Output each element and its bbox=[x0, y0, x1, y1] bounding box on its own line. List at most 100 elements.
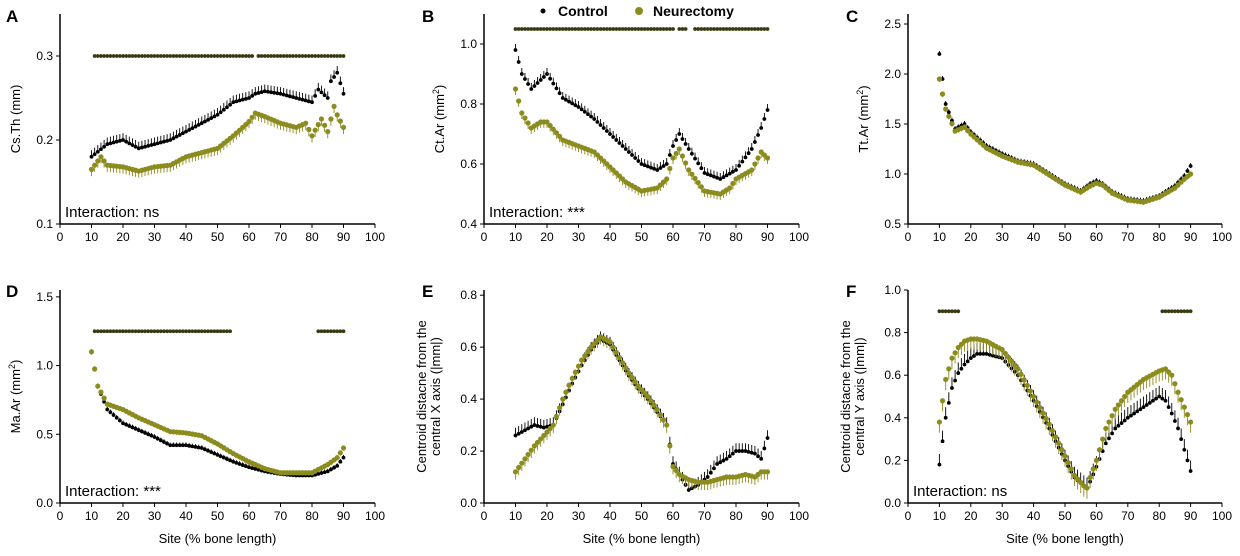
data-point bbox=[1144, 403, 1149, 407]
significance-marker bbox=[99, 54, 103, 58]
y-tick-label: 1.0 bbox=[884, 167, 901, 181]
data-point bbox=[221, 107, 226, 112]
significance-marker bbox=[209, 329, 214, 334]
data-point bbox=[1034, 399, 1040, 405]
x-tick-label: 30 bbox=[996, 230, 1010, 244]
data-point bbox=[1109, 413, 1115, 419]
significance-marker bbox=[303, 54, 308, 58]
data-point bbox=[322, 122, 328, 128]
data-point bbox=[102, 144, 106, 149]
data-point bbox=[1052, 434, 1059, 440]
x-tick-label: 30 bbox=[572, 509, 586, 523]
data-point bbox=[259, 90, 264, 95]
panel-E: E 0 10 20 30 40 50 60 70 80 90 100 0.0 0.2 0.4 0.6 0.8 Si… bbox=[414, 282, 809, 546]
data-point bbox=[174, 443, 179, 448]
data-point bbox=[240, 463, 245, 467]
data-point bbox=[1009, 358, 1015, 364]
data-point bbox=[193, 124, 198, 129]
data-point bbox=[749, 147, 754, 151]
data-point bbox=[699, 166, 704, 171]
significance-marker bbox=[762, 27, 767, 31]
data-point bbox=[538, 436, 544, 442]
data-point bbox=[190, 126, 195, 131]
significance-marker bbox=[152, 54, 157, 58]
data-point bbox=[519, 72, 524, 76]
significance-marker bbox=[149, 329, 154, 334]
significance-marker bbox=[209, 54, 214, 58]
data-point bbox=[721, 175, 726, 180]
data-point bbox=[130, 425, 135, 430]
data-point bbox=[965, 359, 970, 364]
data-point bbox=[712, 174, 716, 179]
significance-marker bbox=[526, 27, 530, 31]
significance-marker bbox=[746, 27, 751, 31]
significance-marker bbox=[206, 329, 210, 334]
data-point bbox=[1172, 381, 1178, 387]
data-point bbox=[727, 171, 732, 176]
y-tick-label: 0.8 bbox=[460, 97, 477, 111]
data-point bbox=[98, 389, 104, 395]
data-point bbox=[303, 98, 308, 103]
data-point bbox=[984, 352, 989, 356]
data-point bbox=[538, 424, 543, 429]
y-tick-label: 0.5 bbox=[36, 427, 53, 441]
significance-marker bbox=[259, 54, 264, 58]
data-point bbox=[1162, 366, 1169, 372]
x-tick-label: 90 bbox=[1184, 230, 1198, 244]
data-point bbox=[218, 110, 223, 115]
significance-marker bbox=[1188, 309, 1193, 314]
data-point bbox=[329, 79, 333, 84]
data-point bbox=[341, 455, 346, 460]
data-point bbox=[753, 451, 757, 456]
data-point bbox=[184, 129, 188, 134]
data-point bbox=[1103, 425, 1109, 432]
data-point bbox=[1024, 382, 1030, 389]
data-point bbox=[92, 152, 97, 157]
significance-marker bbox=[332, 329, 336, 334]
x-tick-label: 50 bbox=[635, 509, 649, 523]
data-point bbox=[936, 419, 943, 425]
data-point bbox=[765, 108, 770, 112]
data-point bbox=[1188, 469, 1193, 473]
data-point bbox=[108, 141, 113, 146]
significance-marker bbox=[705, 27, 710, 31]
significance-marker bbox=[630, 27, 634, 31]
x-tick-label: 100 bbox=[789, 509, 809, 523]
series-control bbox=[513, 44, 770, 181]
significance-marker bbox=[329, 329, 333, 334]
data-point bbox=[978, 352, 983, 356]
data-point bbox=[749, 450, 754, 455]
data-point bbox=[635, 383, 641, 389]
data-point bbox=[310, 100, 314, 105]
significance-marker bbox=[297, 54, 302, 58]
data-point bbox=[281, 92, 286, 97]
data-point bbox=[1096, 447, 1103, 453]
series-neurectomy bbox=[936, 336, 1194, 499]
significance-marker bbox=[215, 329, 220, 334]
data-point bbox=[341, 91, 346, 96]
data-point bbox=[253, 467, 258, 471]
significance-marker bbox=[749, 27, 754, 31]
data-point bbox=[1005, 354, 1012, 360]
data-point bbox=[529, 424, 534, 429]
data-point bbox=[152, 435, 157, 439]
significance-marker bbox=[664, 27, 669, 31]
significance-marker bbox=[291, 54, 295, 58]
data-point bbox=[199, 446, 204, 450]
data-point bbox=[256, 91, 261, 95]
data-point bbox=[535, 424, 540, 428]
y-tick-label: 2.5 bbox=[884, 17, 901, 31]
data-point bbox=[329, 467, 333, 472]
significance-marker bbox=[341, 54, 346, 58]
data-point bbox=[698, 184, 704, 190]
data-point bbox=[642, 390, 648, 396]
x-tick-label: 70 bbox=[1121, 509, 1135, 523]
significance-marker bbox=[133, 54, 138, 58]
data-point bbox=[541, 432, 547, 439]
significance-marker bbox=[221, 329, 226, 334]
data-point bbox=[92, 366, 98, 372]
data-point bbox=[127, 141, 132, 146]
y-tick-label: 0.3 bbox=[36, 49, 53, 63]
x-tick-label: 20 bbox=[540, 230, 554, 244]
significance-marker bbox=[633, 27, 638, 31]
